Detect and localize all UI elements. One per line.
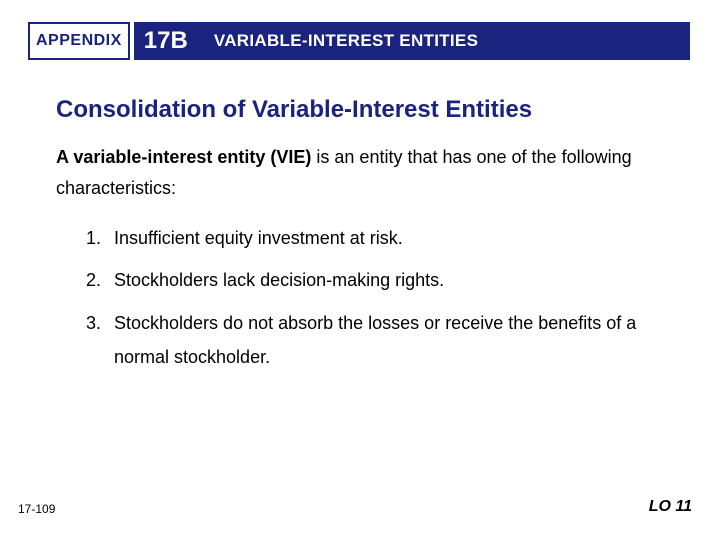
list-number: 1. [86,221,114,255]
page-number: 17-109 [18,502,55,516]
list-number: 2. [86,263,114,297]
list-number: 3. [86,306,114,374]
list-item: 2. Stockholders lack decision-making rig… [86,263,680,297]
appendix-label: APPENDIX [36,32,122,50]
header-title: VARIABLE-INTEREST ENTITIES [198,22,690,60]
content-area: Consolidation of Variable-Interest Entit… [56,96,680,382]
learning-objective: LO 11 [649,498,692,516]
intro-bold: A variable-interest entity (VIE) [56,147,311,167]
characteristics-list: 1. Insufficient equity investment at ris… [56,221,680,374]
appendix-number: 17B [134,22,198,60]
list-text: Stockholders do not absorb the losses or… [114,306,680,374]
section-title: Consolidation of Variable-Interest Entit… [56,96,680,124]
list-text: Stockholders lack decision-making rights… [114,263,680,297]
list-text: Insufficient equity investment at risk. [114,221,680,255]
header-bar: APPENDIX 17B VARIABLE-INTEREST ENTITIES [28,22,690,60]
list-item: 1. Insufficient equity investment at ris… [86,221,680,255]
intro-text: A variable-interest entity (VIE) is an e… [56,142,680,203]
list-item: 3. Stockholders do not absorb the losses… [86,306,680,374]
appendix-box: APPENDIX [28,22,130,60]
